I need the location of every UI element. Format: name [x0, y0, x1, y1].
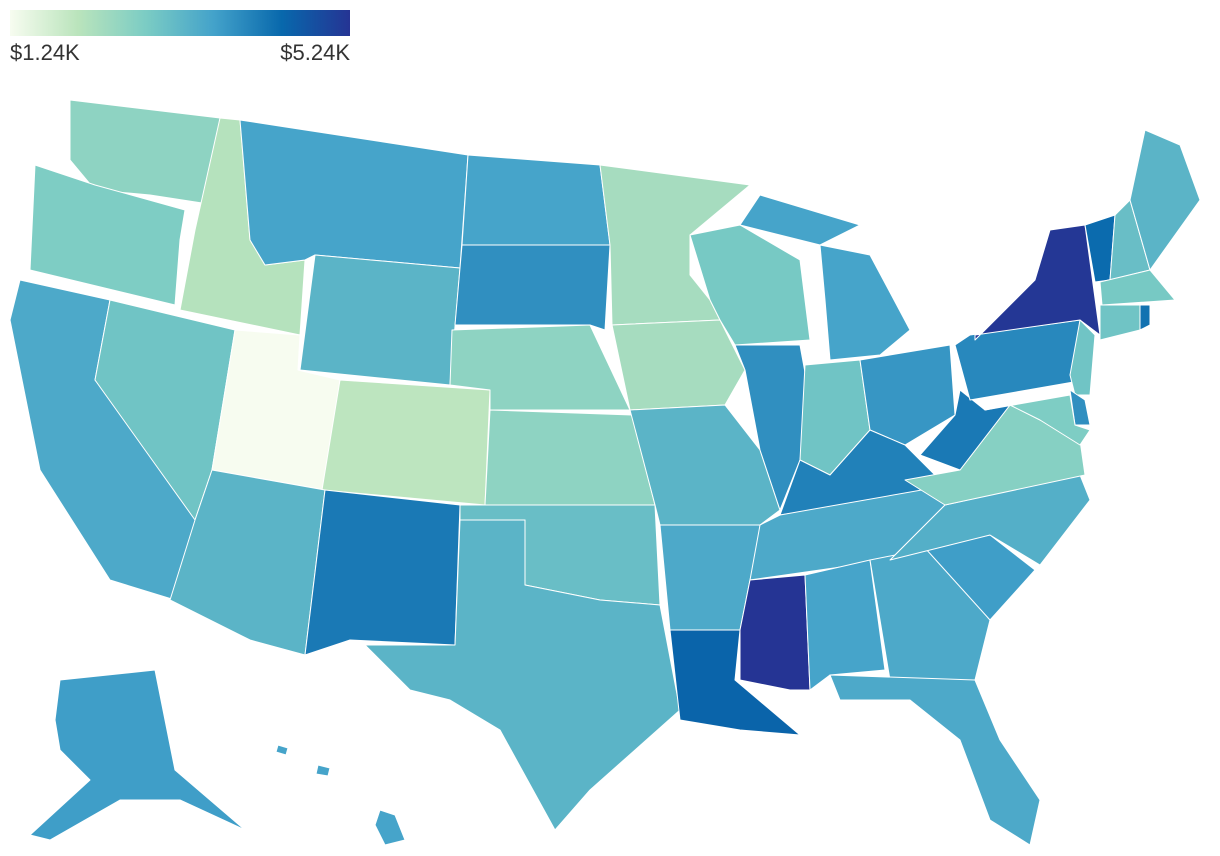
- region-shape: [739, 574, 811, 691]
- region-shape: [859, 344, 956, 446]
- region-shape: [629, 404, 781, 526]
- region-shape: [275, 744, 289, 756]
- region-shape: [29, 164, 186, 306]
- region-shape: [984, 394, 1091, 446]
- region: [739, 194, 911, 361]
- region: [734, 344, 811, 511]
- region: [1099, 304, 1141, 341]
- region: [304, 489, 461, 656]
- region-shape: [1069, 319, 1096, 396]
- region: [689, 224, 811, 346]
- region: [984, 394, 1091, 446]
- region: [1099, 269, 1176, 306]
- region-shape: [1129, 129, 1201, 271]
- region: [29, 669, 246, 841]
- region: [804, 559, 886, 691]
- region: [859, 344, 956, 446]
- region-shape: [1099, 304, 1141, 341]
- region: [739, 574, 811, 691]
- region: [1069, 319, 1096, 396]
- region-shape: [374, 809, 406, 846]
- region: [299, 254, 461, 386]
- region: [611, 319, 746, 411]
- region-shape: [315, 764, 331, 777]
- region-shape: [299, 254, 461, 386]
- region: [321, 379, 491, 506]
- region: [829, 674, 1041, 846]
- region-shape: [689, 224, 811, 346]
- color-scale: [10, 10, 350, 36]
- region: [275, 744, 406, 846]
- region: [364, 519, 681, 831]
- region: [954, 319, 1086, 401]
- region-shape: [829, 674, 1041, 846]
- legend-label: $1.24K: [10, 40, 80, 65]
- region-shape: [611, 319, 746, 411]
- region-shape: [484, 409, 656, 506]
- region: [484, 409, 656, 506]
- region: [461, 154, 611, 246]
- region: [1139, 304, 1151, 331]
- region-shape: [364, 519, 681, 831]
- region-shape: [734, 344, 811, 511]
- region-shape: [1099, 269, 1176, 306]
- region-shape: [1139, 304, 1151, 331]
- region: [629, 404, 781, 526]
- region-shape: [304, 489, 461, 656]
- region-shape: [804, 559, 886, 691]
- region: [974, 224, 1101, 341]
- region-shape: [954, 319, 1086, 401]
- region-shape: [239, 119, 469, 269]
- region: [454, 244, 611, 331]
- region-shape: [29, 669, 246, 841]
- region-shape: [739, 194, 861, 246]
- legend-label: $5.24K: [280, 40, 350, 65]
- region: [239, 119, 469, 269]
- region: [1129, 129, 1201, 271]
- region: [29, 164, 186, 306]
- region-shape: [819, 244, 911, 361]
- region-shape: [321, 379, 491, 506]
- region-shape: [974, 224, 1101, 341]
- region-shape: [461, 154, 611, 246]
- region-shape: [454, 244, 611, 331]
